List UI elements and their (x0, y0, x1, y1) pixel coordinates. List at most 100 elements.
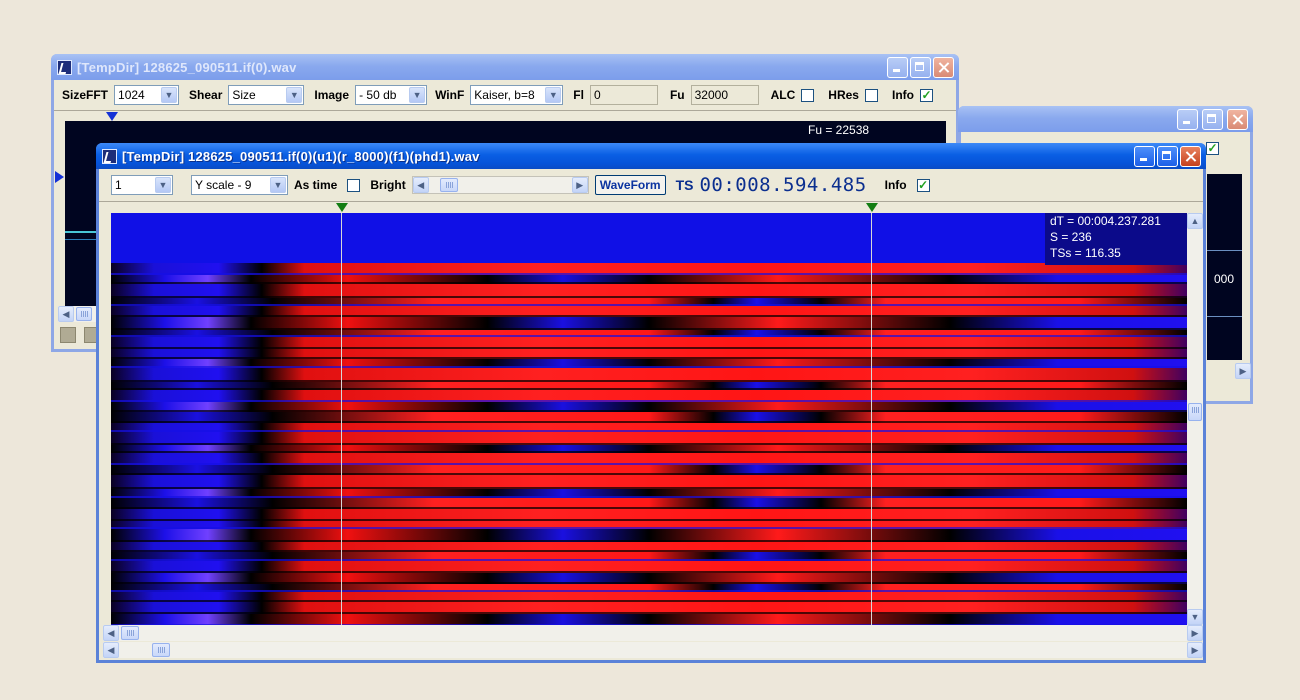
shear-label: Shear (189, 88, 223, 102)
slider-thumb[interactable] (439, 178, 458, 192)
scroll-left-icon[interactable]: ◀ (412, 177, 429, 193)
scroll-right-icon[interactable]: ▶ (1187, 642, 1203, 658)
winf-label: WinF (435, 88, 465, 102)
fu-field[interactable]: 32000 (690, 85, 759, 105)
image-select[interactable]: - 50 db ▼ (355, 85, 428, 105)
title-bar[interactable]: [TempDir] 128625_090511.if(0)(u1)(r_8000… (96, 143, 1206, 169)
spectrogram-bands (111, 263, 1187, 625)
marker-triangle-icon[interactable] (866, 203, 878, 212)
spectrogram-band (111, 489, 1187, 498)
spectrogram-band (111, 465, 1187, 475)
info-label: Info (891, 88, 914, 102)
scroll-left-icon[interactable]: ◀ (58, 306, 74, 322)
spectrogram-band-edge (111, 304, 1187, 306)
scroll-right-icon[interactable]: ▶ (571, 177, 588, 193)
horizontal-scrollbar[interactable]: ◀ ▶ (103, 625, 1203, 641)
sizefft-label: SizeFFT (62, 88, 109, 102)
winf-select[interactable]: Kaiser, b=8 ▼ (470, 85, 564, 105)
yscale-select[interactable]: Y scale - 9 ▼ (191, 175, 288, 195)
astime-checkbox[interactable] (347, 178, 361, 192)
title-bar[interactable] (958, 106, 1253, 132)
spectrogram-band (111, 453, 1187, 465)
dropdown-arrow-icon[interactable]: ▼ (270, 177, 286, 193)
spectrogram-view-right[interactable]: 000 (1207, 174, 1242, 360)
minimize-button[interactable] (887, 56, 908, 78)
maximize-button[interactable] (1157, 145, 1178, 167)
scroll-thumb[interactable] (76, 307, 92, 321)
waveform-button[interactable]: WaveForm (594, 175, 666, 195)
fu-readout: Fu = 22538 (808, 123, 870, 137)
minimize-button[interactable] (1134, 145, 1155, 167)
scroll-left-icon[interactable]: ◀ (103, 625, 119, 641)
ts-value: 00:008.594.485 (699, 174, 867, 196)
horizontal-scrollbar-2[interactable]: ◀ ▶ (103, 642, 1203, 658)
scroll-thumb[interactable] (152, 643, 170, 657)
grid-line (1207, 316, 1242, 317)
channel-select[interactable]: 1 ▼ (111, 175, 173, 195)
s-readout: S = 236 (1050, 230, 1092, 244)
readout-text: 000 (1214, 272, 1235, 286)
checkmark-icon: ✓ (921, 87, 932, 102)
spectrogram-band (111, 349, 1187, 359)
close-button[interactable] (1227, 108, 1248, 130)
spectrogram-window-front[interactable]: [TempDir] 128625_090511.if(0)(u1)(r_8000… (96, 143, 1206, 663)
spectrogram-band-edge (111, 430, 1187, 432)
scroll-down-icon[interactable]: ▼ (1187, 609, 1203, 625)
title-bar[interactable]: [TempDir] 128625_090511.if(0).wav (51, 54, 959, 80)
spectrogram-band-edge (111, 388, 1187, 390)
tool-icon[interactable] (60, 327, 76, 343)
spectrogram-view[interactable]: dT = 00:004.237.281 S = 236 TSs = 116.35 (111, 213, 1187, 625)
spectrogram-band (111, 317, 1187, 330)
dropdown-arrow-icon[interactable]: ▼ (286, 87, 303, 103)
spectrogram-band-edge (111, 600, 1187, 602)
vertical-scrollbar[interactable]: ▲ ▼ (1187, 213, 1203, 625)
scroll-thumb[interactable] (121, 626, 139, 640)
brightness-slider[interactable]: ◀ ▶ (411, 176, 589, 194)
hres-checkbox[interactable] (864, 88, 878, 102)
maximize-button[interactable] (910, 56, 931, 78)
dropdown-arrow-icon[interactable]: ▼ (409, 87, 426, 103)
spectrogram-band (111, 529, 1187, 542)
info-checkbox[interactable]: ✓ (916, 177, 930, 192)
dropdown-arrow-icon[interactable]: ▼ (155, 177, 171, 193)
scroll-thumb[interactable] (1188, 403, 1202, 421)
info-checkbox[interactable]: ✓ (919, 87, 933, 102)
spectrogram-band-edge (111, 421, 1187, 423)
spectrogram-band-edge (111, 559, 1187, 561)
app-icon (102, 148, 117, 164)
spectrogram-band (111, 330, 1187, 337)
marker-triangle-icon[interactable] (336, 203, 348, 212)
alc-checkbox[interactable] (801, 88, 815, 102)
spectrogram-band-edge (111, 550, 1187, 552)
scroll-left-icon[interactable]: ◀ (103, 642, 119, 658)
scroll-right-icon[interactable]: ▶ (1187, 625, 1203, 641)
spectrogram-band (111, 614, 1187, 625)
close-button[interactable] (1180, 145, 1201, 167)
dropdown-arrow-icon[interactable]: ▼ (161, 87, 178, 103)
freq-marker-icon[interactable] (55, 171, 64, 183)
time-marker-line[interactable] (341, 213, 342, 625)
spectrogram-band (111, 263, 1187, 275)
marker-triangle-icon[interactable] (106, 112, 118, 121)
scroll-right-icon[interactable]: ▶ (1235, 363, 1251, 379)
horizontal-scrollbar[interactable]: ◀ (58, 306, 98, 322)
info-checkbox[interactable]: ✓ (1206, 142, 1219, 155)
close-button[interactable] (933, 56, 954, 78)
maximize-button[interactable] (1202, 108, 1223, 130)
dropdown-arrow-icon[interactable]: ▼ (545, 87, 562, 103)
spectrogram-image (111, 213, 1187, 625)
minimize-button[interactable] (1177, 108, 1198, 130)
scroll-up-icon[interactable]: ▲ (1187, 213, 1203, 229)
time-marker-line[interactable] (871, 213, 872, 625)
dt-readout: dT = 00:004.237.281 (1050, 214, 1161, 228)
sizefft-select[interactable]: 1024 ▼ (114, 85, 180, 105)
fl-field[interactable]: 0 (589, 85, 658, 105)
shear-select[interactable]: Size ▼ (228, 85, 305, 105)
spectrogram-band-edge (111, 451, 1187, 453)
spectrogram-band (111, 390, 1187, 402)
spectrogram-band-edge (111, 527, 1187, 529)
bright-label: Bright (370, 178, 406, 192)
app-icon (57, 59, 72, 75)
checkmark-icon: ✓ (918, 177, 929, 192)
spectrogram-band (111, 573, 1187, 584)
